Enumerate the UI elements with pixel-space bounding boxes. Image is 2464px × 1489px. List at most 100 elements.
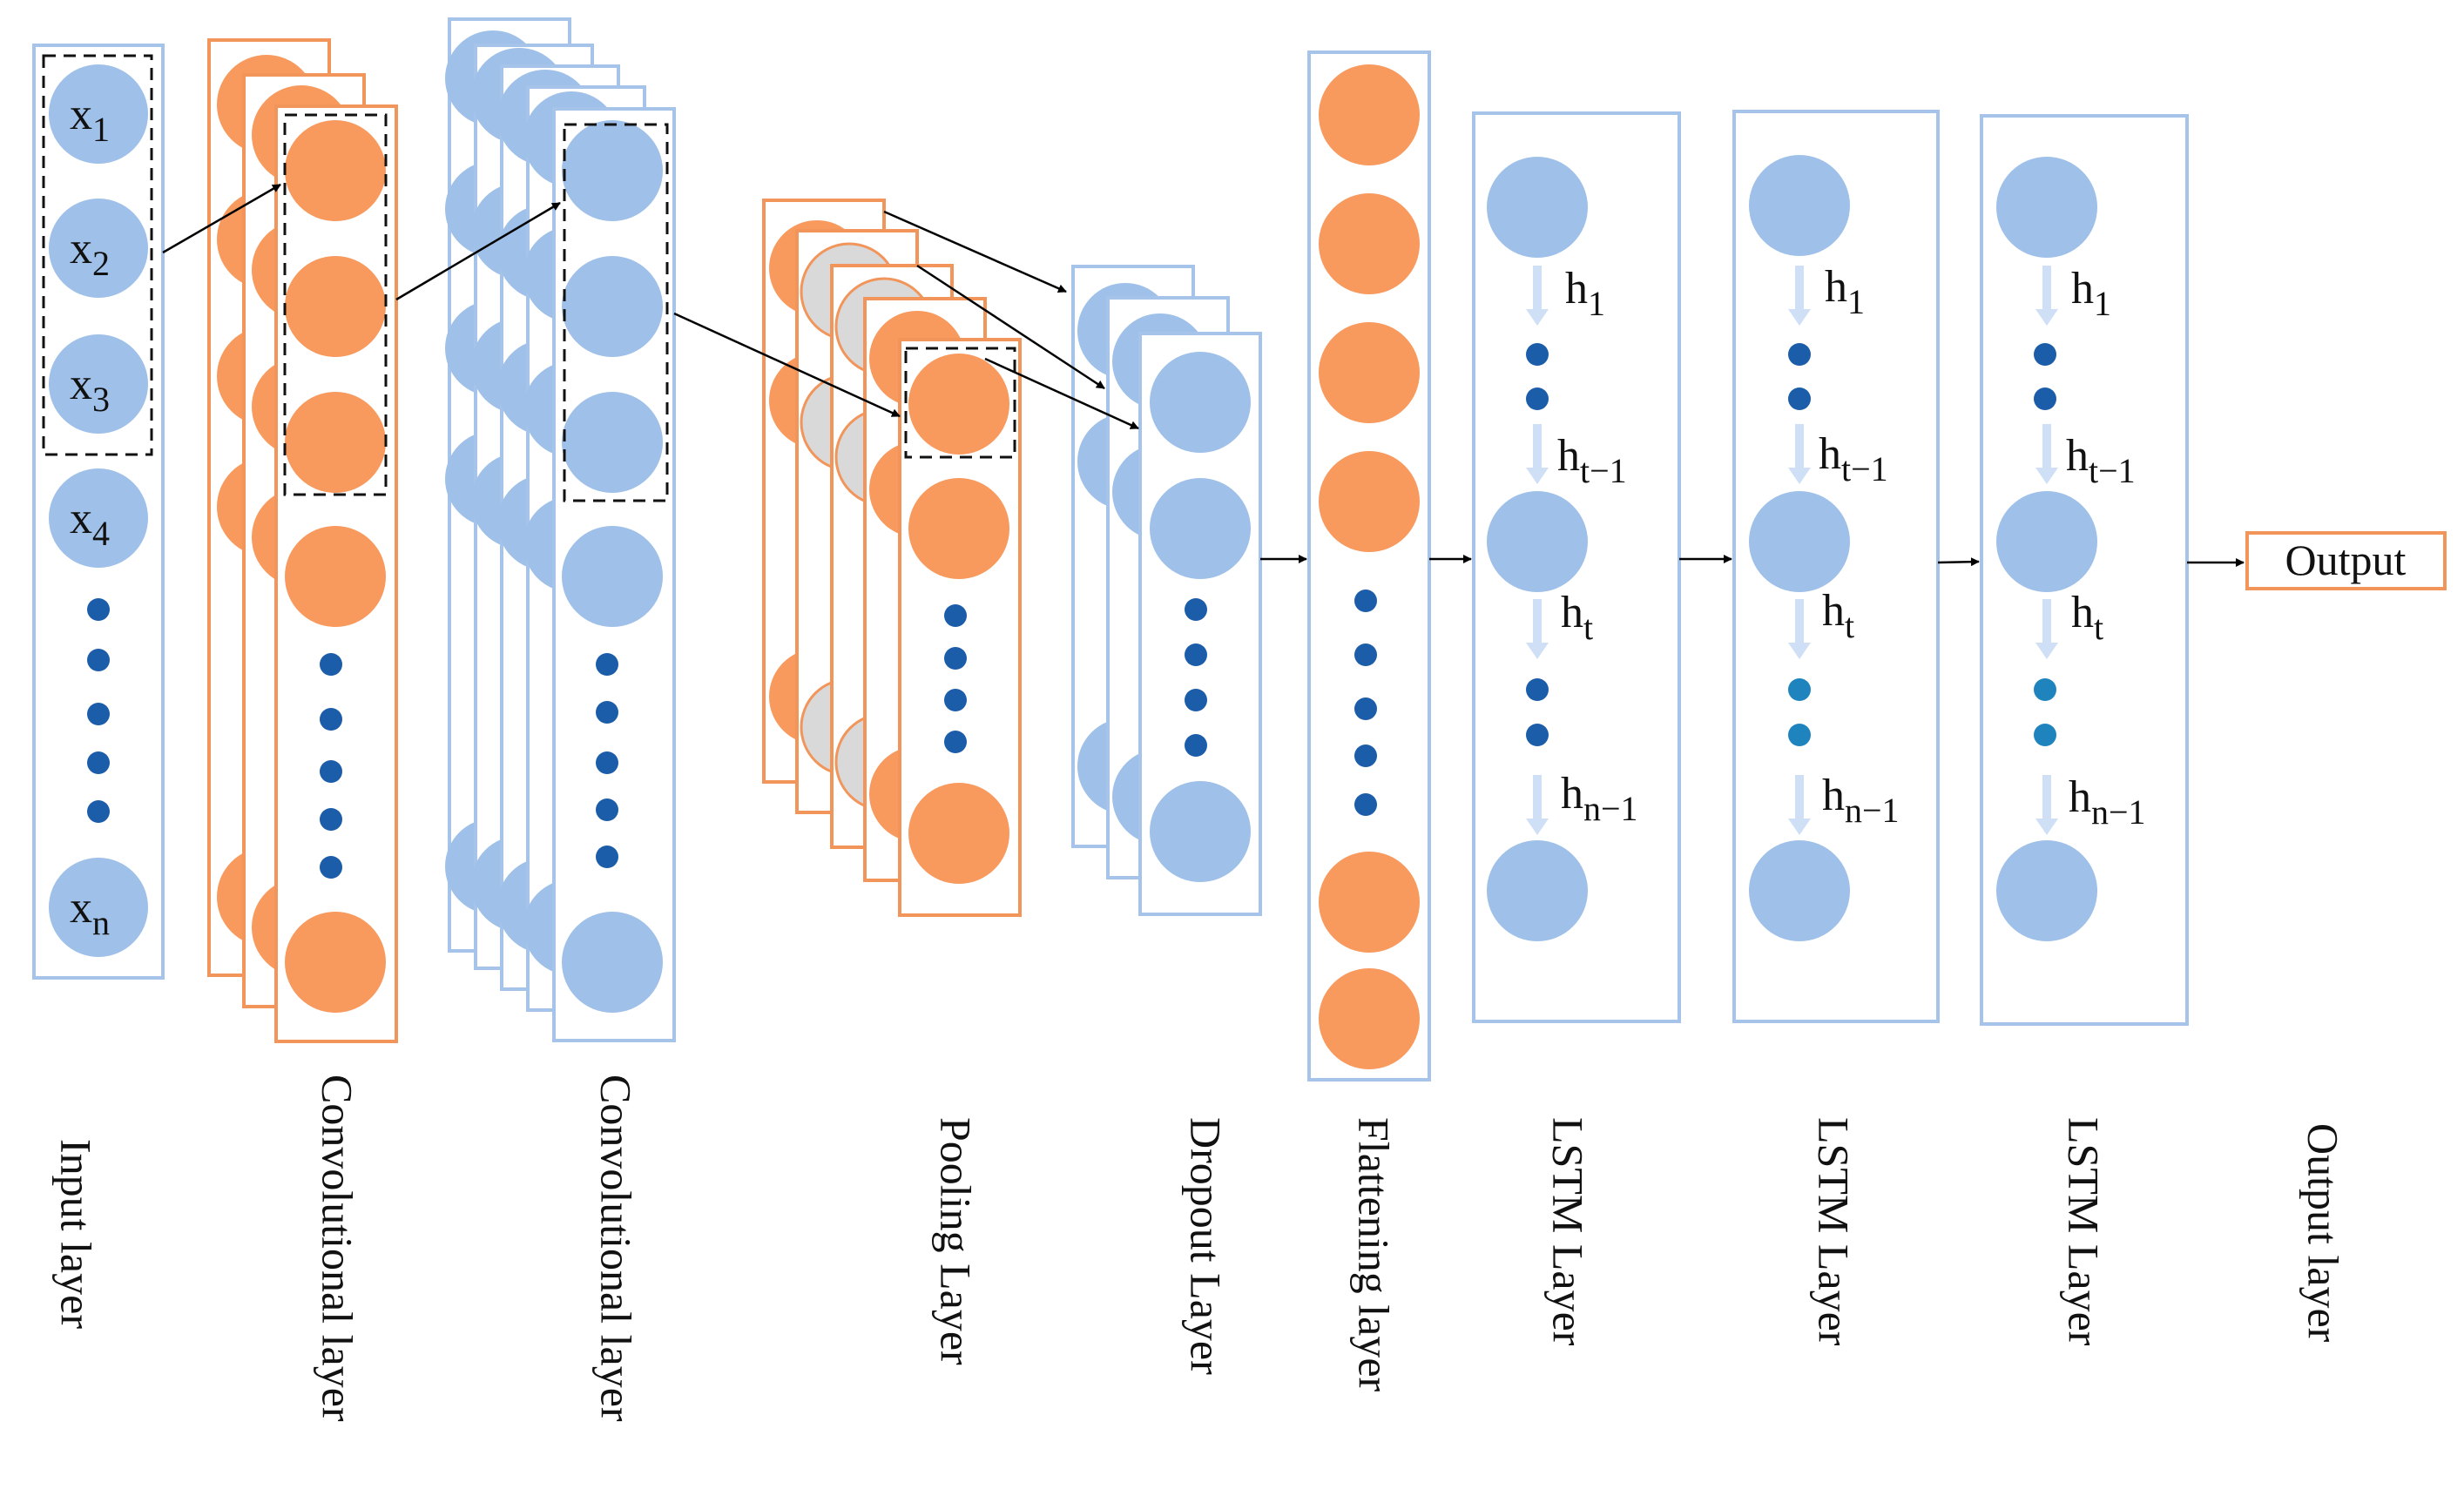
flatten-node bbox=[1319, 852, 1420, 953]
dot bbox=[320, 708, 342, 731]
conv2-node bbox=[562, 526, 663, 627]
dot bbox=[596, 653, 618, 676]
h-label: ht−1 bbox=[1557, 431, 1627, 490]
layer-label-lstm-2: LSTM Layer bbox=[1810, 1117, 1859, 1346]
lstm-node bbox=[1996, 491, 2097, 592]
output-label: Output bbox=[2285, 536, 2407, 584]
dropout-node bbox=[1150, 352, 1251, 453]
dot bbox=[87, 751, 110, 774]
input-node bbox=[49, 199, 148, 298]
dot bbox=[2034, 387, 2056, 410]
dot bbox=[596, 701, 618, 724]
h-label: h1 bbox=[1565, 264, 1605, 323]
lstm-node bbox=[1996, 157, 2097, 258]
dot bbox=[1526, 387, 1549, 410]
flatten-node bbox=[1319, 322, 1420, 423]
input-node bbox=[49, 64, 148, 164]
h-label: ht bbox=[2071, 588, 2103, 647]
conv1-node bbox=[285, 392, 386, 493]
hidden-state-arrow bbox=[1788, 266, 1811, 835]
dot bbox=[1788, 343, 1811, 366]
flatten-node bbox=[1319, 193, 1420, 294]
dot bbox=[1526, 678, 1549, 701]
lstm-node bbox=[1487, 840, 1588, 941]
dot bbox=[320, 808, 342, 831]
arrow bbox=[162, 183, 281, 254]
conv2-kernel-window bbox=[563, 123, 669, 502]
lstm-node bbox=[1487, 491, 1588, 592]
conv1-node bbox=[285, 120, 386, 221]
h-label: h1 bbox=[2071, 264, 2111, 323]
conv1-node bbox=[285, 526, 386, 627]
h-label: ht−1 bbox=[2066, 431, 2136, 490]
conv2-node bbox=[562, 392, 663, 493]
lstm-node bbox=[1996, 840, 2097, 941]
input-node-label: x4 bbox=[70, 494, 110, 553]
dot bbox=[1354, 697, 1377, 720]
flatten-node bbox=[1319, 64, 1420, 165]
dot bbox=[1185, 643, 1207, 666]
conv2-node bbox=[562, 912, 663, 1013]
dot bbox=[1185, 598, 1207, 621]
conv2-node bbox=[562, 256, 663, 357]
pool-window bbox=[904, 347, 1016, 459]
arrow bbox=[916, 264, 1105, 390]
dot bbox=[944, 731, 967, 753]
lstm-layer-3: h1 ht−1 ht hn−1 bbox=[1980, 114, 2189, 1026]
input-node bbox=[49, 858, 148, 957]
dot bbox=[2034, 343, 2056, 366]
connection-arrows bbox=[162, 183, 2245, 567]
conv1-kernel-window bbox=[283, 113, 388, 496]
layer-label-lstm-3: LSTM Layer bbox=[2060, 1117, 2109, 1346]
dot bbox=[1354, 643, 1377, 666]
dot bbox=[1354, 744, 1377, 767]
dot bbox=[87, 598, 110, 621]
dot bbox=[1185, 689, 1207, 711]
dot bbox=[2034, 678, 2056, 701]
flatten-node bbox=[1319, 968, 1420, 1069]
dot bbox=[87, 703, 110, 725]
dot bbox=[1354, 793, 1377, 816]
pooling-layer bbox=[762, 199, 1022, 917]
input-node-label: xn bbox=[70, 883, 110, 942]
layer-labels: Input layer Convolutional layer Convolut… bbox=[52, 1075, 2348, 1422]
h-label: ht−1 bbox=[1819, 429, 1888, 488]
arrow bbox=[395, 201, 561, 301]
h-label: ht bbox=[1561, 588, 1593, 647]
pool-node bbox=[908, 783, 1009, 884]
lstm-node bbox=[1749, 491, 1850, 592]
h-label: hn−1 bbox=[1822, 771, 1900, 830]
layer-label-input: Input layer bbox=[52, 1139, 101, 1329]
layer-label-flattening: Flattening layer bbox=[1350, 1117, 1399, 1392]
hidden-state-arrow bbox=[2035, 266, 2058, 835]
dot bbox=[1526, 724, 1549, 746]
input-kernel-window bbox=[42, 54, 153, 456]
layer-label-conv2: Convolutional layer bbox=[592, 1075, 641, 1422]
dot bbox=[1354, 590, 1377, 612]
h-label: hn−1 bbox=[1561, 769, 1638, 828]
layer-label-output: Output layer bbox=[2299, 1123, 2348, 1343]
h-label: hn−1 bbox=[2069, 772, 2146, 832]
lstm-node bbox=[1749, 840, 1850, 941]
dot bbox=[944, 604, 967, 627]
conv1-node bbox=[285, 256, 386, 357]
arrow bbox=[673, 312, 901, 418]
arrow bbox=[883, 210, 1067, 293]
dot bbox=[2034, 724, 2056, 746]
layer-label-pooling: Pooling Layer bbox=[932, 1117, 981, 1365]
conv1-node bbox=[285, 912, 386, 1013]
lstm-layer-2: h1 ht−1 ht hn−1 bbox=[1732, 110, 1940, 1023]
dot bbox=[596, 846, 618, 868]
dot bbox=[596, 751, 618, 774]
layer-label-lstm-1: LSTM Layer bbox=[1544, 1117, 1593, 1346]
lstm-node bbox=[1749, 155, 1850, 256]
dot bbox=[596, 798, 618, 821]
dot bbox=[1788, 387, 1811, 410]
conv2-node bbox=[562, 120, 663, 221]
dropout-node bbox=[1150, 478, 1251, 579]
dropout-layer bbox=[1071, 265, 1262, 916]
dot bbox=[320, 653, 342, 676]
lstm-layer-1: h1 ht−1 ht hn−1 bbox=[1472, 111, 1681, 1023]
input-node bbox=[49, 468, 148, 568]
